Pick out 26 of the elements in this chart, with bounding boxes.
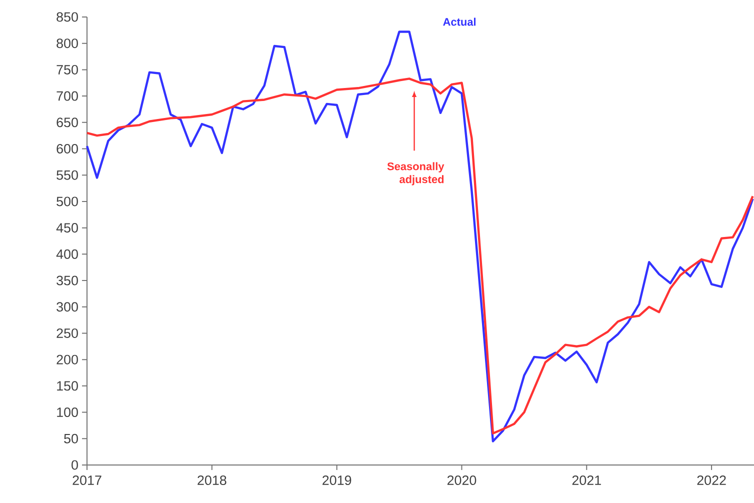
y-tick-label: 100 <box>57 408 78 418</box>
y-tick-label: 750 <box>56 64 78 74</box>
y-tick-label: 250 <box>56 328 78 338</box>
text: Seasonally adjusted <box>387 162 444 186</box>
y-tick-label: 650 <box>56 118 78 128</box>
x-tick-label: 2022 <box>697 476 726 486</box>
y-tick-label: 450 <box>56 223 78 233</box>
y-tick-label: 300 <box>56 302 78 312</box>
y-tick-label: 850 <box>56 12 78 22</box>
x-tick-label: 2021 <box>572 476 601 486</box>
y-tick-label: 200 <box>56 354 78 364</box>
y-tick-label: 600 <box>56 144 78 154</box>
y-tick-label: 550 <box>56 170 78 180</box>
y-tick-label: 500 <box>56 196 78 206</box>
y-tick-label: 700 <box>56 91 78 101</box>
y-tick-label: 800 <box>56 38 78 48</box>
x-tick-label: 2020 <box>447 476 476 486</box>
x-tick-label: 2019 <box>322 476 352 486</box>
y-tick-label: 150 <box>57 381 78 391</box>
y-tick-label: 0 <box>72 460 78 470</box>
x-tick-label: 2018 <box>198 476 226 486</box>
text: Actual <box>443 18 476 26</box>
x-tick-label: 2017 <box>72 476 102 486</box>
y-tick-label: 350 <box>56 276 78 286</box>
y-tick-label: 400 <box>56 249 78 259</box>
y-tick-label: 50 <box>64 434 78 444</box>
